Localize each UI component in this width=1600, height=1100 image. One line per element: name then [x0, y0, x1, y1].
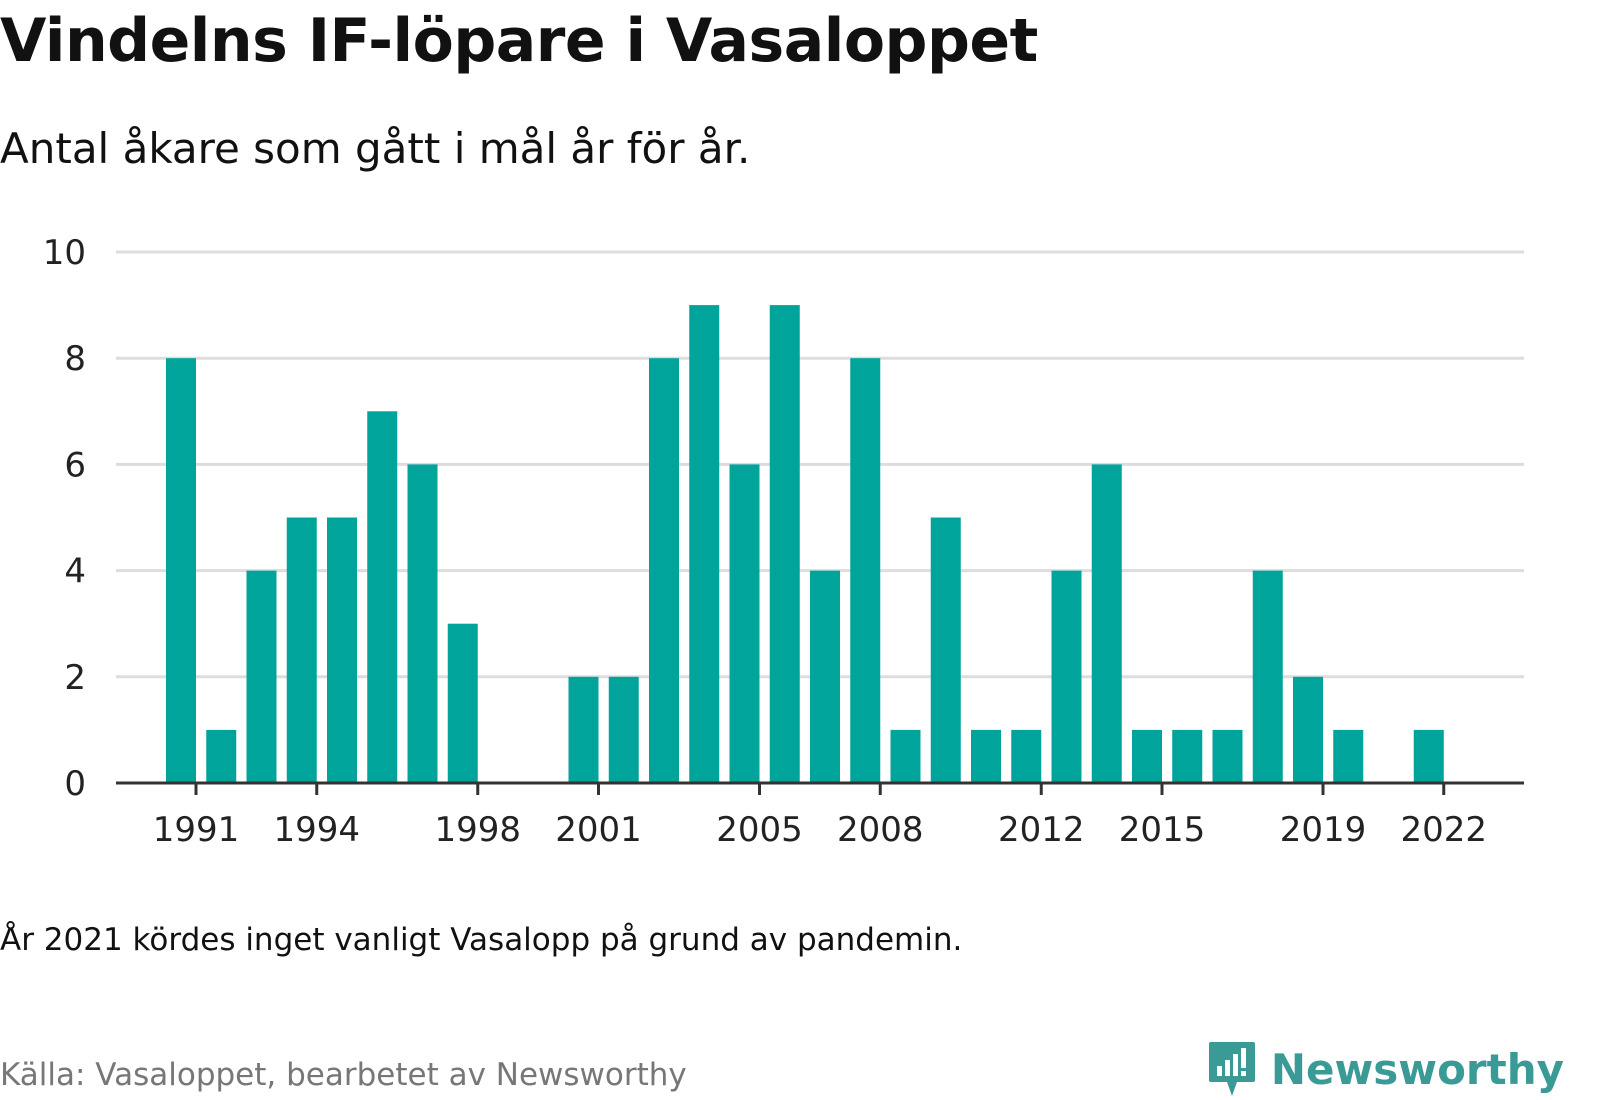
bar-2008	[850, 358, 881, 783]
y-tick-label: 10	[43, 233, 86, 273]
bar-2019	[1293, 676, 1323, 783]
bar-1998	[447, 623, 478, 783]
x-tick-label: 2022	[1400, 810, 1487, 850]
y-tick-label: 8	[64, 339, 86, 379]
y-tick-label: 0	[64, 764, 86, 804]
bar-2005	[729, 464, 760, 783]
bar-2013	[1051, 570, 1082, 783]
x-tick-label: 2005	[716, 810, 803, 850]
chart-note: År 2021 kördes inget vanligt Vasalopp på…	[0, 922, 963, 958]
bar-2007	[810, 570, 840, 783]
y-tick-label: 2	[64, 658, 86, 698]
bar-1992	[206, 729, 237, 783]
bar-1994	[286, 517, 317, 783]
bar-2011	[971, 729, 1001, 783]
newsworthy-logo-icon	[1208, 1042, 1255, 1096]
source-text: Källa: Vasaloppet, bearbetet av Newswort…	[0, 1057, 687, 1093]
x-tick-label: 2012	[998, 810, 1085, 850]
chart-title: Vindelns IF-löpare i Vasaloppet	[0, 6, 1038, 76]
x-tick-label: 2008	[837, 810, 924, 850]
x-tick-label: 2019	[1280, 810, 1367, 850]
x-tick-label: 2015	[1119, 810, 1206, 850]
bar-1993	[246, 570, 277, 783]
bar-2014	[1091, 464, 1122, 783]
bar-2016	[1172, 729, 1203, 783]
bar-2006	[769, 305, 800, 783]
x-axis: 1991 1994 1998 2001 2005 2008 2012 2015 2019 2022	[116, 781, 1524, 850]
chart-subtitle: Antal åkare som gått i mål år för år.	[0, 124, 751, 173]
brand-logo: Newsworthy	[1207, 1040, 1564, 1098]
bar-2020	[1333, 729, 1364, 783]
bar-chart: 0 2 4 6 8 10 1991 1994 1998 2001 2005 2008 2012 2015…	[43, 233, 1524, 850]
x-tick-label: 1991	[153, 810, 240, 850]
x-tick-label: 1998	[434, 810, 521, 850]
bar-2012	[1011, 729, 1042, 783]
bar-2017	[1212, 729, 1243, 783]
bar-2003	[649, 358, 679, 783]
y-tick-label: 4	[64, 552, 86, 592]
brand-name: Newsworthy	[1270, 1044, 1564, 1094]
bar-2010	[930, 517, 961, 783]
bar-1991	[166, 358, 196, 783]
bar-2002	[608, 676, 639, 783]
bar-2004	[689, 305, 720, 783]
y-tick-label: 6	[64, 445, 86, 485]
bar-1996	[367, 411, 398, 783]
bar-2018	[1252, 570, 1283, 783]
bar-2022	[1413, 729, 1444, 783]
y-axis-ticks: 0 2 4 6 8 10	[43, 233, 86, 804]
x-tick-label: 2001	[555, 810, 642, 850]
bars	[166, 305, 1444, 783]
bar-1995	[327, 517, 357, 783]
bar-2015	[1132, 729, 1162, 783]
x-tick-label: 1994	[273, 810, 360, 850]
bar-2009	[890, 729, 921, 783]
bar-2001	[568, 676, 599, 783]
bar-1997	[407, 464, 438, 783]
